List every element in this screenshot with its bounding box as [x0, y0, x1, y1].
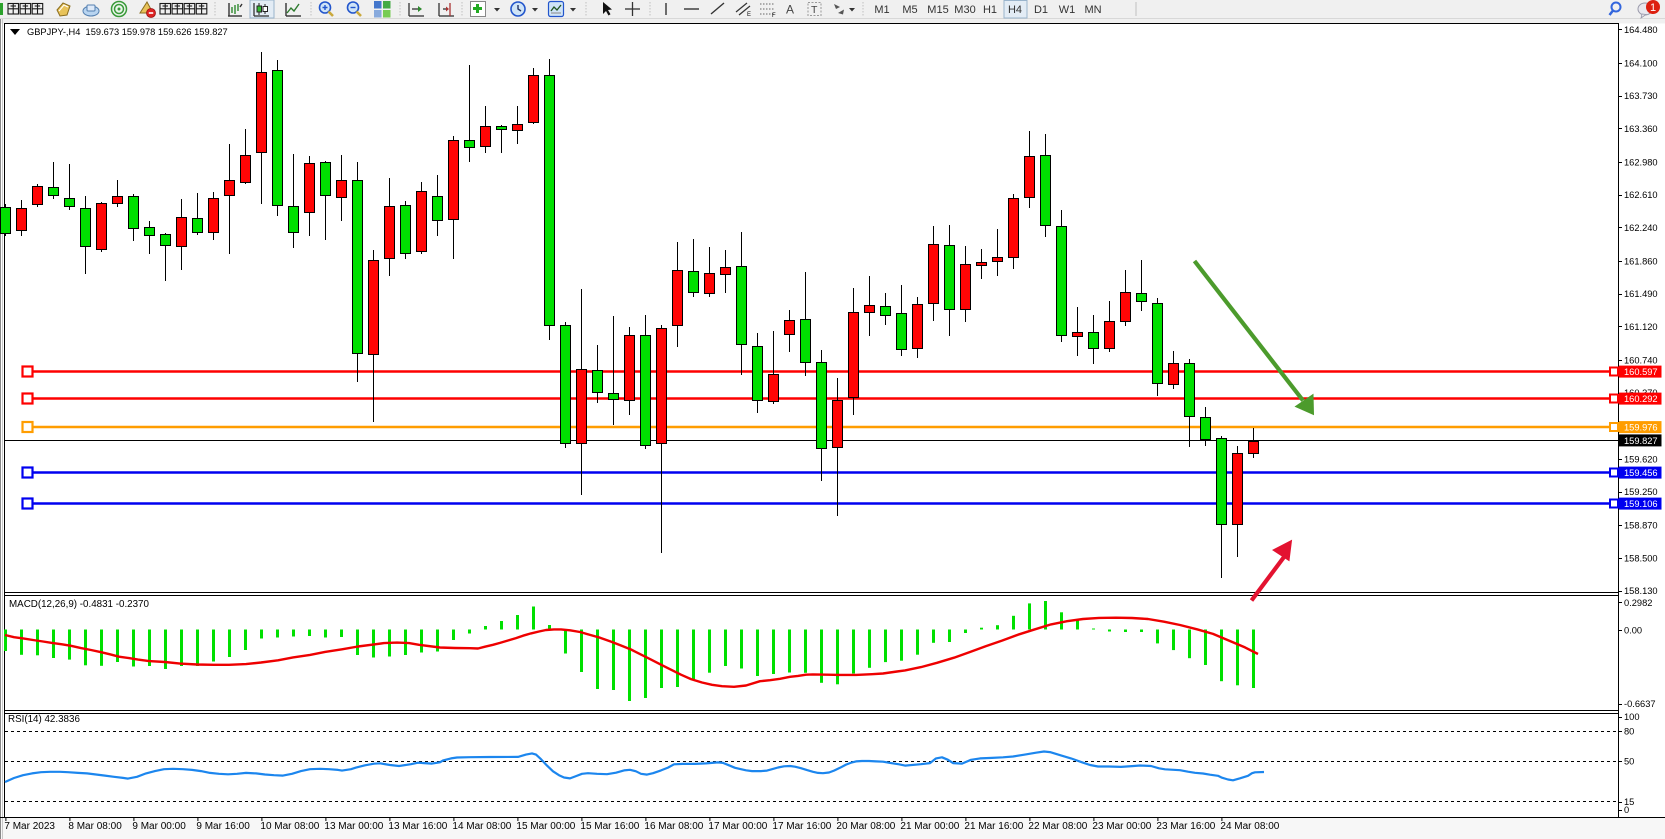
svg-text:162.240: 162.240: [1624, 223, 1658, 233]
svg-text:158.500: 158.500: [1624, 553, 1658, 563]
svg-text:159.620: 159.620: [1624, 454, 1658, 464]
svg-text:16 Mar 08:00: 16 Mar 08:00: [644, 821, 703, 832]
svg-text:163.360: 163.360: [1624, 124, 1658, 134]
svg-text:162.610: 162.610: [1624, 190, 1658, 200]
svg-text:M30: M30: [954, 4, 975, 16]
svg-text:164.480: 164.480: [1624, 25, 1658, 35]
svg-text:-0.6637: -0.6637: [1624, 699, 1656, 709]
svg-text:D1: D1: [1034, 4, 1048, 16]
svg-text:160.597: 160.597: [1624, 367, 1658, 377]
svg-text:21 Mar 00:00: 21 Mar 00:00: [900, 821, 959, 832]
svg-text:0.00: 0.00: [1624, 625, 1642, 635]
svg-text:RSI(14) 42.3836: RSI(14) 42.3836: [8, 714, 80, 725]
svg-text:161.860: 161.860: [1624, 256, 1658, 266]
svg-text:160.292: 160.292: [1624, 394, 1658, 404]
svg-text:8 Mar 08:00: 8 Mar 08:00: [68, 821, 122, 832]
svg-text:M5: M5: [902, 4, 917, 16]
svg-text:E: E: [747, 12, 751, 18]
svg-text:15 Mar 16:00: 15 Mar 16:00: [580, 821, 639, 832]
svg-text:W1: W1: [1059, 4, 1076, 16]
svg-text:MACD(12,26,9) -0.4831 -0.2370: MACD(12,26,9) -0.4831 -0.2370: [9, 599, 150, 610]
svg-text:24 Mar 08:00: 24 Mar 08:00: [1220, 821, 1279, 832]
svg-text:161.120: 161.120: [1624, 322, 1658, 332]
svg-text:22 Mar 08:00: 22 Mar 08:00: [1028, 821, 1087, 832]
svg-text:1: 1: [1650, 2, 1656, 14]
svg-text:50: 50: [1624, 756, 1634, 766]
svg-text:162.980: 162.980: [1624, 157, 1658, 167]
svg-text:164.100: 164.100: [1624, 58, 1658, 68]
svg-text:GBPJPY-,H4 159.673 159.978 15: GBPJPY-,H4 159.673 159.978 159.626 159.8…: [27, 27, 228, 37]
svg-text:13 Mar 00:00: 13 Mar 00:00: [324, 821, 383, 832]
svg-text:10 Mar 08:00: 10 Mar 08:00: [260, 821, 319, 832]
svg-text:80: 80: [1624, 727, 1634, 737]
svg-text:159.827: 159.827: [1624, 436, 1658, 446]
svg-text:MN: MN: [1084, 4, 1101, 16]
svg-text:9 Mar 00:00: 9 Mar 00:00: [132, 821, 186, 832]
svg-text:159.976: 159.976: [1624, 423, 1658, 433]
svg-text:23 Mar 16:00: 23 Mar 16:00: [1156, 821, 1215, 832]
svg-text:15: 15: [1624, 797, 1634, 807]
svg-text:161.490: 161.490: [1624, 289, 1658, 299]
svg-text:7 Mar 2023: 7 Mar 2023: [4, 821, 55, 832]
svg-text:F: F: [772, 13, 776, 19]
svg-text:20 Mar 08:00: 20 Mar 08:00: [836, 821, 895, 832]
svg-text:158.870: 158.870: [1624, 521, 1658, 531]
svg-text:15 Mar 00:00: 15 Mar 00:00: [516, 821, 575, 832]
svg-text:T: T: [811, 4, 818, 16]
svg-text:13 Mar 16:00: 13 Mar 16:00: [388, 821, 447, 832]
svg-text:163.730: 163.730: [1624, 91, 1658, 101]
svg-text:23 Mar 00:00: 23 Mar 00:00: [1092, 821, 1151, 832]
svg-text:159.250: 159.250: [1624, 487, 1658, 497]
svg-text:9 Mar 16:00: 9 Mar 16:00: [196, 821, 250, 832]
svg-text:0.2982: 0.2982: [1624, 598, 1652, 608]
svg-text:M15: M15: [927, 4, 948, 16]
svg-text:H1: H1: [983, 4, 997, 16]
svg-text:158.130: 158.130: [1624, 586, 1658, 596]
svg-text:100: 100: [1624, 712, 1640, 722]
svg-text:M1: M1: [874, 4, 889, 16]
svg-text:0: 0: [1624, 805, 1629, 815]
svg-text:H4: H4: [1008, 4, 1022, 16]
svg-text:159.106: 159.106: [1624, 499, 1658, 509]
svg-text:159.456: 159.456: [1624, 468, 1658, 478]
svg-text:A: A: [786, 3, 794, 17]
svg-text:17 Mar 00:00: 17 Mar 00:00: [708, 821, 767, 832]
svg-text:160.740: 160.740: [1624, 355, 1658, 365]
svg-text:17 Mar 16:00: 17 Mar 16:00: [772, 821, 831, 832]
svg-text:14 Mar 08:00: 14 Mar 08:00: [452, 821, 511, 832]
svg-text:21 Mar 16:00: 21 Mar 16:00: [964, 821, 1023, 832]
